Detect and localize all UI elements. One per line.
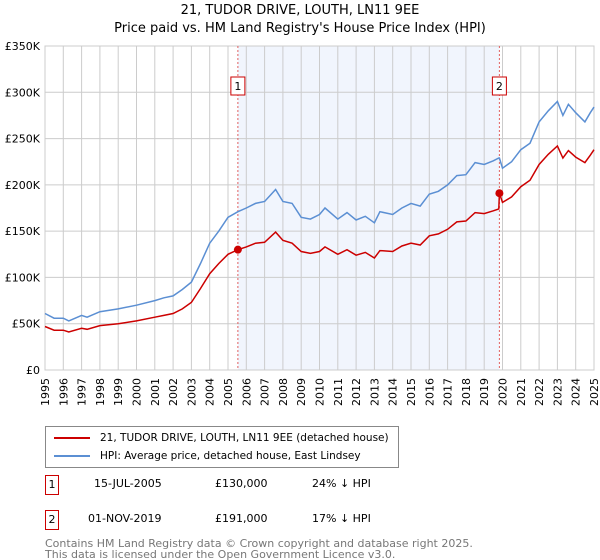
plot-frame — [44, 45, 595, 371]
x-tick-label: 2022 — [533, 378, 546, 406]
x-tick-label: 1995 — [39, 378, 52, 406]
x-tick-label: 2012 — [350, 378, 363, 406]
sale-label: 1 — [234, 80, 241, 93]
x-tick-label: 2024 — [570, 378, 583, 406]
x-tick-label: 2023 — [551, 378, 564, 406]
transaction-date: 15-JUL-2005 — [94, 477, 162, 490]
x-tick-label: 1997 — [76, 378, 89, 406]
legend: 21, TUDOR DRIVE, LOUTH, LN11 9EE (detach… — [45, 426, 399, 468]
legend-item-hpi: HPI: Average price, detached house, East… — [54, 447, 361, 465]
x-tick-label: 2001 — [149, 378, 162, 406]
chart-title: 21, TUDOR DRIVE, LOUTH, LN11 9EE — [180, 3, 420, 18]
x-tick-label: 2009 — [295, 378, 308, 406]
y-tick-label: £200K — [5, 179, 41, 192]
x-tick-label: 1996 — [57, 378, 70, 406]
x-tick-label: 2003 — [185, 378, 198, 406]
y-tick-label: £300K — [5, 86, 41, 99]
price-chart: 1995 1996 1997 1998 1999 2000 2001 2002 2003 2004… — [5, 40, 600, 406]
footer-copyright: Contains HM Land Registry data © Crown c… — [45, 537, 473, 550]
series-line — [44, 144, 595, 333]
transaction-hpi: 17% ↓ HPI — [312, 512, 371, 525]
x-tick-label: 2018 — [460, 378, 473, 406]
sale-point — [233, 245, 242, 254]
x-tick-label: 2002 — [167, 378, 180, 406]
x-tick-label: 2000 — [131, 378, 144, 406]
chart-subtitle: Price paid vs. HM Land Registry's House … — [114, 21, 486, 36]
x-tick-label: 2006 — [240, 378, 253, 406]
y-tick-label: £0 — [26, 364, 40, 377]
sale-point — [495, 189, 504, 198]
x-tick-label: 1998 — [94, 378, 107, 406]
transaction-row: 1 15-JUL-2005 £130,000 24% ↓ HPI — [45, 475, 545, 495]
legend-label: 21, TUDOR DRIVE, LOUTH, LN11 9EE (detach… — [100, 432, 389, 444]
x-tick-label: 2020 — [497, 378, 510, 406]
series-line — [44, 100, 595, 322]
x-tick-label: 2019 — [478, 378, 491, 406]
x-tick-label: 2013 — [368, 378, 381, 406]
x-tick-label: 2015 — [405, 378, 418, 406]
transaction-price: £130,000 — [215, 477, 268, 490]
transaction-marker: 2 — [45, 510, 59, 530]
x-tick-label: 2010 — [314, 378, 327, 406]
y-tick-label: £250K — [5, 133, 41, 146]
legend-item-property: 21, TUDOR DRIVE, LOUTH, LN11 9EE (detach… — [54, 429, 389, 447]
y-tick-label: £100K — [5, 271, 41, 284]
x-tick-label: 2021 — [515, 378, 528, 406]
legend-swatch-blue — [54, 455, 90, 457]
x-tick-label: 2005 — [222, 378, 235, 406]
sale-label-box — [491, 76, 507, 96]
sale-label: 2 — [496, 80, 503, 93]
x-tick-label: 2008 — [277, 378, 290, 406]
transaction-marker: 1 — [45, 475, 59, 495]
x-tick-label: 2017 — [442, 378, 455, 406]
x-tick-label: 2004 — [204, 378, 217, 406]
y-tick-label: £350K — [5, 40, 41, 53]
x-tick-label: 2011 — [332, 378, 345, 406]
x-tick-label: 2016 — [423, 378, 436, 406]
footer-licence: This data is licensed under the Open Gov… — [45, 548, 396, 560]
transaction-price: £191,000 — [215, 512, 268, 525]
x-tick-label: 1999 — [112, 378, 125, 406]
transaction-hpi: 24% ↓ HPI — [312, 477, 371, 490]
y-tick-label: £50K — [12, 318, 41, 331]
x-tick-label: 2025 — [588, 378, 600, 406]
shaded-period — [237, 46, 500, 370]
sale-label-box — [230, 76, 246, 96]
legend-swatch-red — [54, 437, 90, 439]
transaction-row: 2 01-NOV-2019 £191,000 17% ↓ HPI — [45, 510, 545, 530]
x-tick-label: 2014 — [387, 378, 400, 406]
legend-label: HPI: Average price, detached house, East… — [100, 450, 361, 462]
transaction-date: 01-NOV-2019 — [88, 512, 162, 525]
y-tick-label: £150K — [5, 225, 41, 238]
x-tick-label: 2007 — [259, 378, 272, 406]
